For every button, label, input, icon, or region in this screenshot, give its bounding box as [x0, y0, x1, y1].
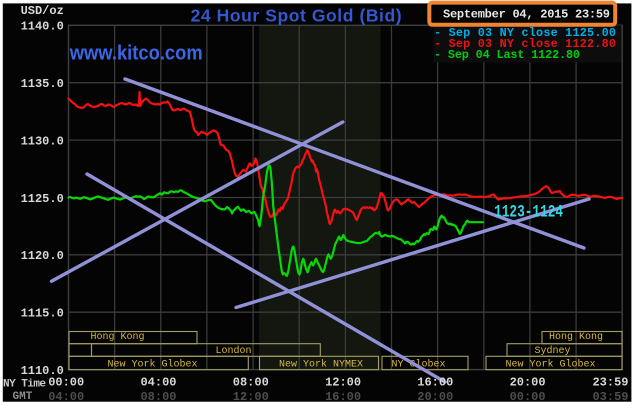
svg-text:September 04, 2015 23:59: September 04, 2015 23:59 [443, 8, 610, 22]
svg-text:- Sep 04 Last 1122.80: - Sep 04 Last 1122.80 [434, 48, 580, 62]
svg-text:20:00: 20:00 [417, 390, 453, 404]
svg-text:23:59: 23:59 [592, 375, 628, 389]
svg-text:24 Hour Spot Gold (Bid): 24 Hour Spot Gold (Bid) [191, 5, 402, 25]
svg-text:- Sep 03 NY close 1125.00: - Sep 03 NY close 1125.00 [434, 26, 616, 40]
svg-text:12:00: 12:00 [325, 375, 361, 389]
svg-text:1115.0: 1115.0 [21, 307, 64, 321]
svg-text:08:00: 08:00 [233, 375, 269, 389]
svg-text:USD/oz: USD/oz [21, 4, 64, 18]
svg-text:- Sep 03 NY close 1122.80: - Sep 03 NY close 1122.80 [434, 37, 616, 51]
svg-text:1125.0: 1125.0 [21, 192, 64, 206]
svg-text:NY Globex: NY Globex [391, 359, 445, 371]
svg-text:New York NYMEX: New York NYMEX [279, 359, 363, 371]
svg-text:00:00: 00:00 [510, 390, 546, 404]
svg-text:1123-1124: 1123-1124 [494, 203, 563, 223]
svg-text:04:00: 04:00 [140, 375, 176, 389]
svg-text:00:00: 00:00 [48, 375, 84, 389]
svg-text:New York Globex: New York Globex [107, 359, 197, 371]
svg-text:New York Globex: New York Globex [505, 359, 595, 371]
svg-text:20:00: 20:00 [510, 375, 546, 389]
svg-text:16:00: 16:00 [417, 375, 453, 389]
svg-text:Sydney: Sydney [534, 345, 570, 357]
svg-text:www.kitco.com: www.kitco.com [69, 42, 203, 65]
svg-text:Hong Kong: Hong Kong [90, 332, 144, 343]
svg-text:1140.0: 1140.0 [21, 20, 64, 34]
svg-text:12:00: 12:00 [233, 390, 269, 404]
svg-text:GMT: GMT [13, 391, 33, 403]
svg-text:1130.0: 1130.0 [21, 134, 64, 148]
svg-text:NY Time: NY Time [3, 378, 46, 390]
svg-text:04:00: 04:00 [48, 390, 84, 404]
svg-text:08:00: 08:00 [140, 390, 176, 404]
svg-text:1110.0: 1110.0 [21, 364, 64, 378]
svg-text:1120.0: 1120.0 [21, 249, 64, 263]
svg-text:London: London [215, 345, 251, 357]
svg-text:03:59: 03:59 [592, 390, 628, 404]
svg-text:Hong Kong: Hong Kong [549, 332, 603, 343]
svg-text:1135.0: 1135.0 [21, 77, 64, 91]
svg-text:16:00: 16:00 [325, 390, 361, 404]
